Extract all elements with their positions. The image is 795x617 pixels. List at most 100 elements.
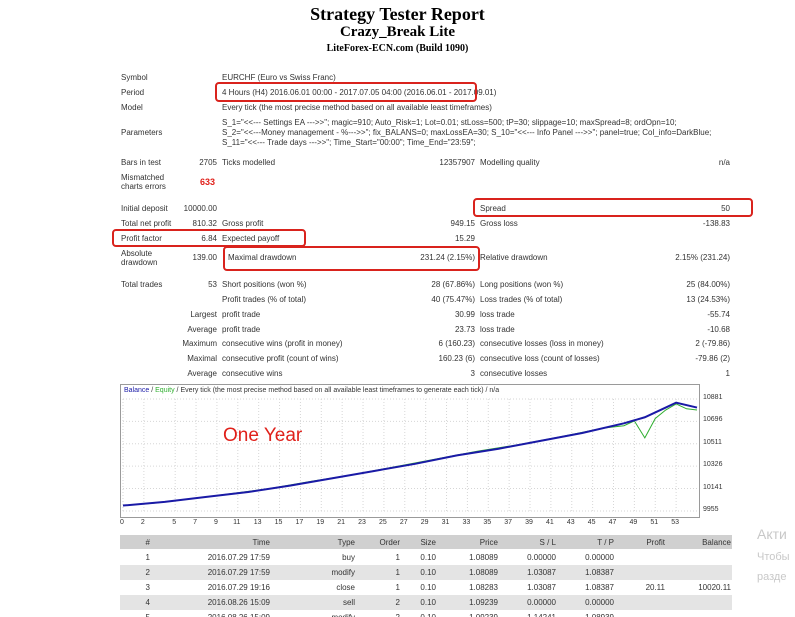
table-cell: 0.10 xyxy=(420,553,436,562)
table-cell: 0.10 xyxy=(420,583,436,592)
average-label: Average xyxy=(187,325,217,334)
x-tick-label: 2 xyxy=(140,519,145,526)
profit-trades-value: 40 (75.47%) xyxy=(431,295,475,304)
largest-profit-value: 30.99 xyxy=(454,310,475,319)
table-header-cell: S / L xyxy=(539,538,556,547)
table-cell: close xyxy=(336,583,355,592)
expected-payoff-value: 15.29 xyxy=(454,234,475,243)
y-tick-label: 10696 xyxy=(703,416,723,424)
table-row xyxy=(120,580,732,595)
trade-table: # Time Type Order Size Price S / L T / P Profit B… xyxy=(120,535,795,617)
chart-plot xyxy=(122,398,698,512)
table-cell: 0.10 xyxy=(420,598,436,607)
ea-name: Crazy_Break Lite xyxy=(339,24,456,40)
x-tick-label: 23 xyxy=(358,519,366,526)
gross-loss-label: Gross loss xyxy=(480,219,518,228)
x-tick-label: 27 xyxy=(399,519,408,526)
deposit-label: Initial deposit xyxy=(121,204,168,213)
broker-build: LiteForex-ECN.com (Build 1090) xyxy=(326,43,469,54)
table-cell: sell xyxy=(342,598,355,607)
spread-value: 50 xyxy=(721,204,730,213)
maximal-profit-label: consecutive profit (count of wins) xyxy=(222,354,339,363)
profit-trades-label: Profit trades (% of total) xyxy=(222,295,307,304)
legend-rest: / Every tick (the most precise method ba… xyxy=(174,387,500,394)
parameters-line-3: S_11="<<--- Trade days --->>"; Time_Star… xyxy=(222,138,476,147)
x-tick-label: 53 xyxy=(671,519,680,526)
avg-profit-label: profit trade xyxy=(222,325,261,334)
x-tick-label: 35 xyxy=(483,519,492,526)
x-tick-label: 37 xyxy=(504,519,513,526)
net-profit-label: Total net profit xyxy=(121,219,172,228)
maximum-label: Maximum xyxy=(182,339,217,348)
table-cell: 20.11 xyxy=(645,583,665,592)
table-cell: 1.08089 xyxy=(469,553,498,562)
expected-payoff-label: Expected payoff xyxy=(222,234,280,243)
rel-drawdown-value: 2.15% (231.24) xyxy=(675,253,730,262)
long-positions-value: 25 (84.00%) xyxy=(686,280,730,289)
avg-loss-label: loss trade xyxy=(480,325,515,334)
maximal-loss-value: -79.86 (2) xyxy=(695,354,730,363)
table-cell: 2 xyxy=(145,568,150,577)
x-tick-label: 9 xyxy=(213,519,218,526)
y-axis-labels: 10881 10696 10511 10326 10141 9955 xyxy=(703,384,743,524)
maximal-profit-value: 160.23 (6) xyxy=(438,354,475,363)
legend-sep: / xyxy=(149,387,156,394)
mismatch-label-2: charts errors xyxy=(121,182,166,191)
x-tick-label: 49 xyxy=(629,519,638,526)
abs-drawdown-value: 139.00 xyxy=(192,253,217,262)
table-cell: 1.03087 xyxy=(527,568,556,577)
max-wins-label: consecutive wins (profit in money) xyxy=(222,339,343,348)
avg-wins-value: 3 xyxy=(470,369,475,378)
gross-profit-value: 949.15 xyxy=(450,219,475,228)
model-value: Every tick (the most precise method base… xyxy=(222,103,492,112)
net-profit-value: 810.32 xyxy=(192,219,217,228)
table-cell: 1.08387 xyxy=(585,583,614,592)
table-row xyxy=(120,595,732,610)
balance-chart: Balance / Equity / Every tick (the most … xyxy=(120,384,700,518)
table-row xyxy=(120,610,732,617)
table-cell: 1.03087 xyxy=(527,583,556,592)
avg-losses-value: 1 xyxy=(725,369,730,378)
table-cell: 1.09239 xyxy=(418,613,498,617)
table-header-cell: Order xyxy=(379,538,400,547)
table-row xyxy=(120,565,732,580)
abs-drawdown-label-2: drawdown xyxy=(121,258,158,267)
deposit-value: 10000.00 xyxy=(183,204,217,213)
table-cell: 2016.07.29 19:16 xyxy=(207,583,270,592)
mismatch-label-1: Mismatched xyxy=(121,173,165,182)
avg-wins-label: consecutive wins xyxy=(222,369,283,378)
loss-trades-label: Loss trades (% of total) xyxy=(480,295,563,304)
largest-profit-label: profit trade xyxy=(222,310,261,319)
table-cell: 2016.08.26 15:09 xyxy=(207,598,270,607)
table-header-cell: Profit xyxy=(646,538,665,547)
ticks-label: Ticks modelled xyxy=(222,158,276,167)
symbol-label: Symbol xyxy=(121,73,148,82)
spread-highlight xyxy=(473,198,753,217)
table-cell: 1.08939 xyxy=(534,613,614,617)
y-tick-label: 9955 xyxy=(703,506,719,513)
report-title: Strategy Tester Report xyxy=(310,4,485,24)
period-label: Period xyxy=(121,88,145,97)
loss-trades-value: 13 (24.53%) xyxy=(686,295,730,304)
table-cell: 1.14241 xyxy=(476,613,556,617)
x-tick-label: 25 xyxy=(379,519,387,526)
series-line-balance xyxy=(122,401,698,507)
table-cell: 1 xyxy=(395,553,400,562)
table-cell: 0.10 xyxy=(420,568,436,577)
average2-label: Average xyxy=(187,369,217,378)
activation-overlay-line-3: разде xyxy=(757,571,787,583)
table-header-cell: Size xyxy=(420,538,436,547)
x-tick-label: 29 xyxy=(420,519,429,526)
x-tick-label: 45 xyxy=(587,519,596,526)
table-cell: 0.00000 xyxy=(585,553,614,562)
table-cell: modify xyxy=(331,568,355,577)
legend-equity: Equity xyxy=(155,387,175,394)
largest-loss-label: loss trade xyxy=(480,310,515,319)
mismatch-value: 633 xyxy=(199,177,215,187)
parameters-line-1: S_1="<<--- Settings EA --->>"; magic=910… xyxy=(222,118,677,127)
table-cell: 2016.07.29 17:59 xyxy=(207,568,270,577)
bars-label: Bars in test xyxy=(121,158,162,167)
table-row xyxy=(120,550,732,565)
x-tick-label: 33 xyxy=(462,519,471,526)
table-cell: 5 xyxy=(70,613,150,617)
